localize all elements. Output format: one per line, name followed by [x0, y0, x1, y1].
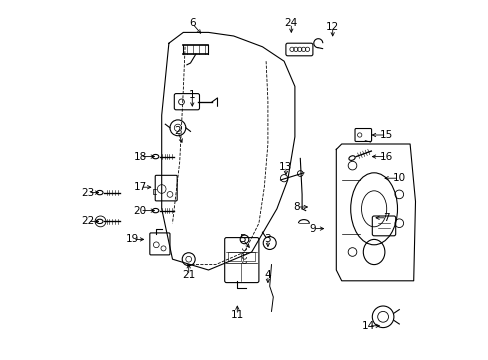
- Text: 17: 17: [133, 182, 146, 192]
- Text: 18: 18: [133, 152, 146, 162]
- Text: 24: 24: [284, 18, 297, 28]
- Text: 1: 1: [188, 90, 195, 100]
- Text: 5: 5: [239, 234, 245, 244]
- Text: 8: 8: [293, 202, 300, 212]
- Text: 21: 21: [182, 270, 195, 280]
- Text: 20: 20: [133, 206, 146, 216]
- Text: 2: 2: [174, 126, 181, 136]
- Text: 13: 13: [279, 162, 292, 172]
- Text: 4: 4: [264, 270, 271, 280]
- Text: 19: 19: [126, 234, 139, 244]
- Bar: [228, 252, 241, 261]
- Text: 12: 12: [325, 22, 339, 32]
- Text: 22: 22: [81, 216, 94, 226]
- Text: 15: 15: [379, 130, 392, 140]
- Bar: [242, 252, 255, 261]
- Text: 10: 10: [392, 173, 405, 183]
- Text: 3: 3: [264, 234, 271, 244]
- Text: 6: 6: [188, 18, 195, 28]
- Text: 14: 14: [361, 321, 375, 331]
- Text: 9: 9: [309, 224, 316, 234]
- Text: 7: 7: [383, 213, 389, 223]
- Text: 23: 23: [81, 188, 94, 198]
- Text: 16: 16: [379, 152, 392, 162]
- Text: 11: 11: [230, 310, 244, 320]
